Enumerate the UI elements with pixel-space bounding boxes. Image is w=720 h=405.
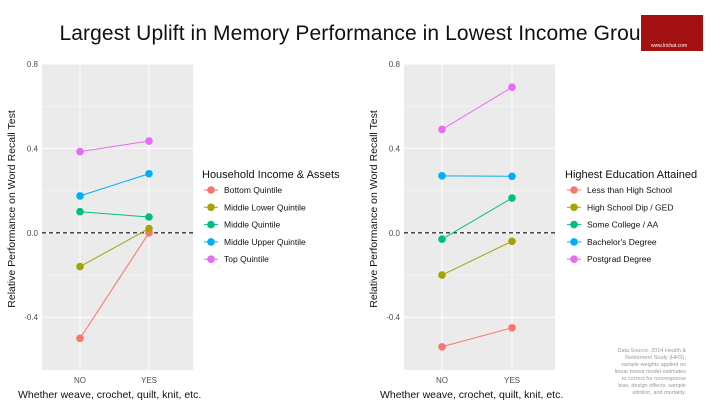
legend-key-point <box>570 186 578 194</box>
data-point <box>508 237 516 246</box>
data-point <box>438 342 446 351</box>
data-point <box>145 169 153 178</box>
legend-label: High School Dip / GED <box>587 202 673 212</box>
x-axis-title: Whether weave, crochet, quilt, knit, etc… <box>18 389 201 401</box>
legend-label: Middle Upper Quintile <box>224 237 306 247</box>
data-point <box>145 213 153 221</box>
data-point <box>508 172 516 181</box>
y-tick-label: 0.4 <box>389 144 401 153</box>
legend-key-point <box>207 186 215 194</box>
legend-key-point <box>570 255 578 263</box>
x-tick-label: NO <box>436 376 448 385</box>
legend-key-point <box>570 220 578 229</box>
y-axis-title: Relative Performance on Word Recall Test <box>6 110 18 308</box>
data-point <box>145 137 153 145</box>
series-line <box>441 327 513 348</box>
y-tick-label: 0.8 <box>27 60 39 69</box>
legend-label: Some College / AA <box>587 220 659 230</box>
y-tick-label: -0.4 <box>386 313 400 322</box>
data-point <box>76 334 84 343</box>
legend-title: Household Income & Assets <box>202 169 340 181</box>
legend-key-point <box>207 203 215 212</box>
x-tick-label: YES <box>504 376 520 385</box>
data-point <box>145 224 153 233</box>
data-point <box>508 323 516 332</box>
data-source-note: Data Source: 2014 Health & Retirement St… <box>614 348 686 396</box>
series-line <box>79 140 150 153</box>
legend-label: Top Quintile <box>224 254 269 264</box>
legend-label: Middle Quintile <box>224 220 280 230</box>
legend-key-point <box>207 238 215 246</box>
series-line <box>441 197 513 240</box>
data-point <box>76 207 84 216</box>
y-tick-label: 0.8 <box>389 60 401 69</box>
x-tick-label: NO <box>74 376 86 385</box>
y-tick-label: 0.0 <box>27 229 39 238</box>
x-tick-label: YES <box>141 376 157 385</box>
chart-panel-income: 0.8 0.4 0.0 -0.4 NO YES Whether weave, crochet… <box>6 60 340 401</box>
series-line <box>79 228 150 268</box>
series-line <box>441 240 513 276</box>
legend-key-point <box>207 220 215 229</box>
legend-label: Bachelor's Degree <box>587 237 657 247</box>
legend-label: Postgrad Degree <box>587 254 652 264</box>
series-line <box>79 173 150 197</box>
legend-label: Bottom Quintile <box>224 185 282 195</box>
legend-key-point <box>207 255 215 263</box>
series-line <box>79 211 150 218</box>
data-point <box>76 147 84 156</box>
data-point <box>76 262 84 271</box>
data-point <box>438 172 446 180</box>
y-tick-label: 0.4 <box>27 144 39 153</box>
legend-label: Less than High School <box>587 185 672 195</box>
legend-key-point <box>570 203 578 212</box>
y-axis-title: Relative Performance on Word Recall Test <box>368 110 380 308</box>
chart-panel-education: 0.8 0.4 0.0 -0.4 NO YES Whether weave, crochet… <box>368 60 697 401</box>
data-point <box>76 192 84 200</box>
data-point <box>438 271 446 279</box>
series-line <box>79 232 150 339</box>
plot-background <box>42 64 193 370</box>
brand-logo: www.lrichat.com <box>641 15 703 51</box>
data-point <box>508 194 516 202</box>
data-point <box>438 235 446 243</box>
legend-title: Highest Education Attained <box>565 169 697 181</box>
data-point <box>508 83 516 92</box>
x-axis-title: Whether weave, crochet, quilt, knit, etc… <box>380 389 563 401</box>
legend-key-point <box>570 238 578 246</box>
data-point <box>438 125 446 134</box>
legend-label: Middle Lower Quintile <box>224 202 306 212</box>
y-tick-label: 0.0 <box>389 229 401 238</box>
page-title: Largest Uplift in Memory Performance in … <box>59 22 653 45</box>
y-tick-label: -0.4 <box>24 313 38 322</box>
series-line <box>441 86 513 130</box>
